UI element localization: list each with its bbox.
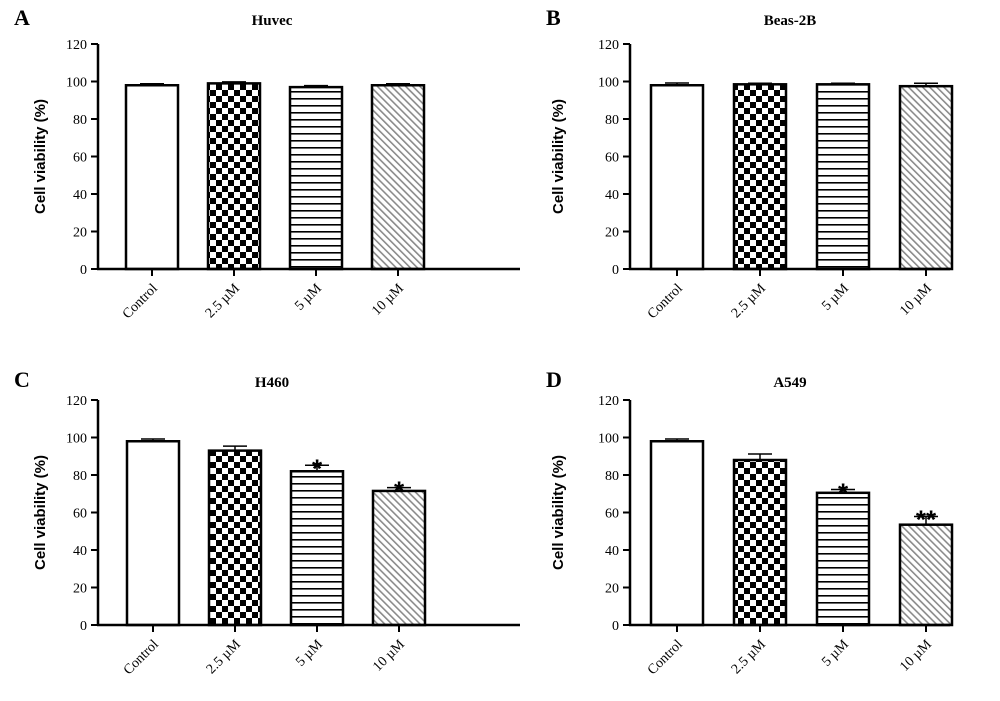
- y-tick-label: 120: [66, 394, 87, 409]
- x-tick-label: 2.5 µM: [203, 281, 243, 321]
- y-tick-label: 40: [73, 544, 87, 559]
- bar: [732, 458, 788, 627]
- y-tick-label: 60: [605, 507, 619, 522]
- x-tick-label: 5 µM: [293, 637, 326, 670]
- y-tick-label: 80: [73, 469, 87, 484]
- y-tick-label: 20: [73, 582, 87, 597]
- bar: [124, 84, 180, 271]
- panel-letter: D: [546, 367, 562, 392]
- y-tick-label: 80: [605, 469, 619, 484]
- x-tick-label: 10 µM: [897, 637, 935, 675]
- y-tick-label: 100: [66, 76, 87, 91]
- bar: [649, 84, 705, 271]
- bar: [815, 83, 871, 271]
- bar: [371, 489, 427, 627]
- x-tick-label: 5 µM: [819, 281, 852, 314]
- y-tick-label: 40: [605, 188, 619, 203]
- y-tick-label: 100: [66, 432, 87, 447]
- x-tick-label: 2.5 µM: [729, 281, 769, 321]
- significance-marker: *: [312, 453, 323, 483]
- y-axis-label: Cell viability (%): [32, 99, 49, 214]
- y-tick-label: 60: [73, 151, 87, 166]
- bar: [649, 440, 705, 627]
- significance-marker: *: [838, 477, 849, 507]
- chart-panel-a: A Huvec Cell viability (%) Control 2.5 µM 5 µ…: [14, 5, 520, 322]
- bar: [206, 82, 262, 271]
- y-tick-label: 0: [612, 263, 619, 278]
- panel-letter: B: [546, 5, 561, 30]
- y-tick-label: 0: [80, 263, 87, 278]
- bar: [898, 523, 954, 627]
- y-axis-label: Cell viability (%): [550, 455, 567, 570]
- y-tick-label: 40: [73, 188, 87, 203]
- y-tick-label: 60: [73, 507, 87, 522]
- bar: [207, 449, 263, 627]
- bar: [732, 83, 788, 271]
- y-tick-label: 60: [605, 151, 619, 166]
- chart-title: A549: [773, 375, 806, 391]
- y-tick-label: 0: [80, 619, 87, 634]
- y-tick-label: 0: [612, 619, 619, 634]
- y-tick-label: 80: [605, 113, 619, 128]
- bar: [898, 84, 954, 271]
- x-tick-label: Control: [645, 281, 686, 322]
- y-tick-label: 120: [66, 38, 87, 53]
- x-tick-label: Control: [120, 281, 161, 322]
- y-tick-label: 120: [598, 38, 619, 53]
- x-tick-label: Control: [645, 637, 686, 678]
- y-axis-label: Cell viability (%): [550, 99, 567, 214]
- chart-title: H460: [255, 375, 289, 391]
- x-tick-label: 5 µM: [292, 281, 325, 314]
- y-tick-label: 120: [598, 394, 619, 409]
- bar: [125, 440, 181, 627]
- bar: [815, 491, 871, 627]
- significance-marker: *: [394, 476, 405, 506]
- y-tick-label: 100: [598, 76, 619, 91]
- y-tick-label: 20: [605, 226, 619, 241]
- x-tick-label: Control: [121, 637, 162, 678]
- chart-panel-b: B Beas-2B Cell viability (%) Control 2.5 µM 5…: [546, 5, 954, 322]
- y-tick-label: 20: [73, 226, 87, 241]
- significance-marker: **: [916, 504, 937, 534]
- chart-title: Huvec: [252, 13, 293, 29]
- y-tick-label: 100: [598, 432, 619, 447]
- bar: [289, 470, 345, 627]
- panel-letter: C: [14, 367, 30, 392]
- y-tick-label: 20: [605, 582, 619, 597]
- chart-panel-d: D A549 Cell viability (%) Control 2.5 µM * 5 µ…: [546, 367, 954, 678]
- y-tick-label: 40: [605, 544, 619, 559]
- y-axis-label: Cell viability (%): [32, 455, 49, 570]
- bar: [288, 85, 344, 271]
- x-tick-label: 5 µM: [819, 637, 852, 670]
- y-tick-label: 80: [73, 113, 87, 128]
- x-tick-label: 10 µM: [897, 281, 935, 319]
- panel-letter: A: [14, 5, 30, 30]
- bar: [370, 84, 426, 271]
- x-tick-label: 2.5 µM: [204, 637, 244, 677]
- x-tick-label: 10 µM: [370, 637, 408, 675]
- x-tick-label: 10 µM: [369, 281, 407, 319]
- chart-panel-c: C H460 Cell viability (%) Control 2.5 µM * 5 µ…: [14, 367, 520, 678]
- x-tick-label: 2.5 µM: [729, 637, 769, 677]
- chart-title: Beas-2B: [764, 13, 817, 29]
